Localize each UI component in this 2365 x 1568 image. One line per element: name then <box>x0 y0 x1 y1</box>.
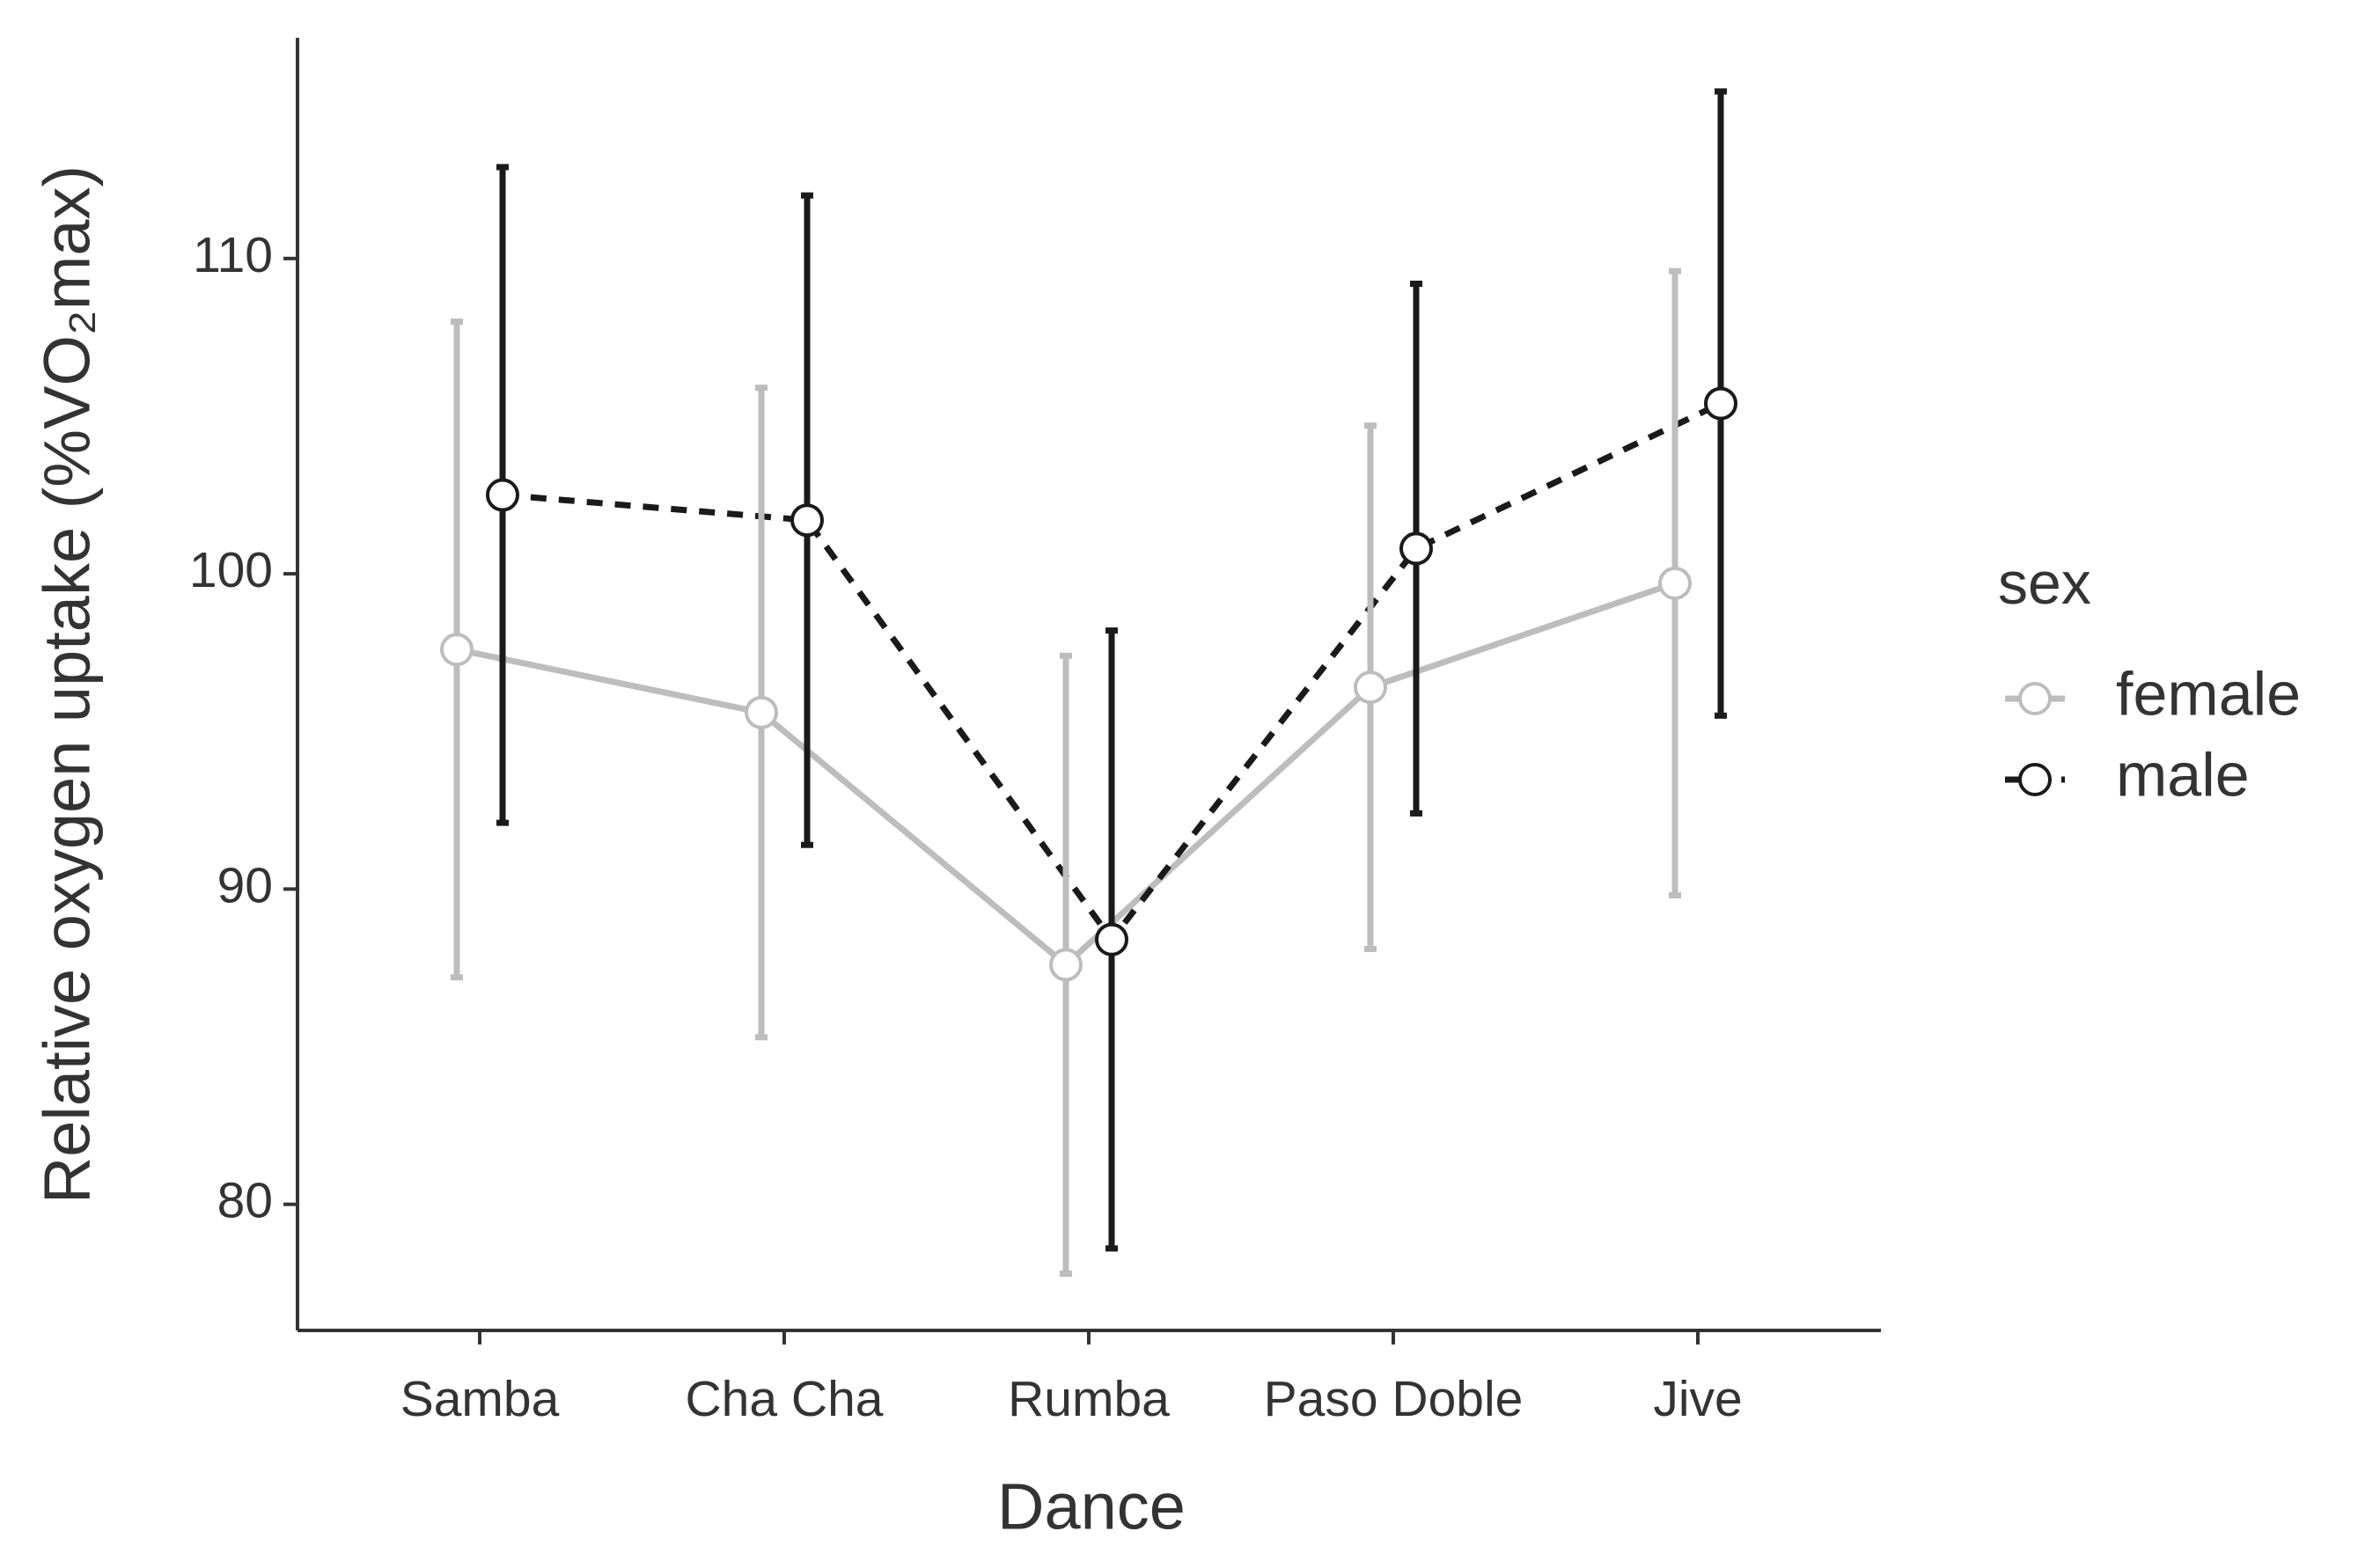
legend-marker <box>2018 763 2052 796</box>
legend-marker <box>2018 682 2052 715</box>
y-tick-label: 90 <box>217 857 273 913</box>
x-tick-label: Jive <box>1653 1371 1742 1427</box>
point <box>745 695 778 729</box>
legend-label: female <box>2116 659 2301 728</box>
x-axis-title: Dance <box>997 1470 1186 1543</box>
point <box>1704 386 1737 421</box>
point <box>1399 531 1433 566</box>
x-tick-label: Paso Doble <box>1264 1371 1524 1427</box>
point <box>440 633 474 667</box>
point <box>1658 566 1692 600</box>
point <box>1354 670 1387 705</box>
y-tick-label: 100 <box>189 542 273 598</box>
point <box>1049 948 1083 982</box>
legend-label: male <box>2116 740 2250 809</box>
y-tick-label: 80 <box>217 1173 273 1229</box>
point <box>486 478 519 512</box>
x-tick-label: Rumba <box>1008 1371 1170 1427</box>
point <box>1095 922 1128 956</box>
x-tick-label: Samba <box>400 1371 560 1427</box>
y-axis-title: Relative oxygen uptake (%VO₂max) <box>31 165 104 1204</box>
legend-title: sex <box>1998 550 2091 617</box>
y-tick-label: 110 <box>193 227 273 283</box>
point <box>790 503 824 538</box>
x-tick-label: Cha Cha <box>686 1371 884 1427</box>
